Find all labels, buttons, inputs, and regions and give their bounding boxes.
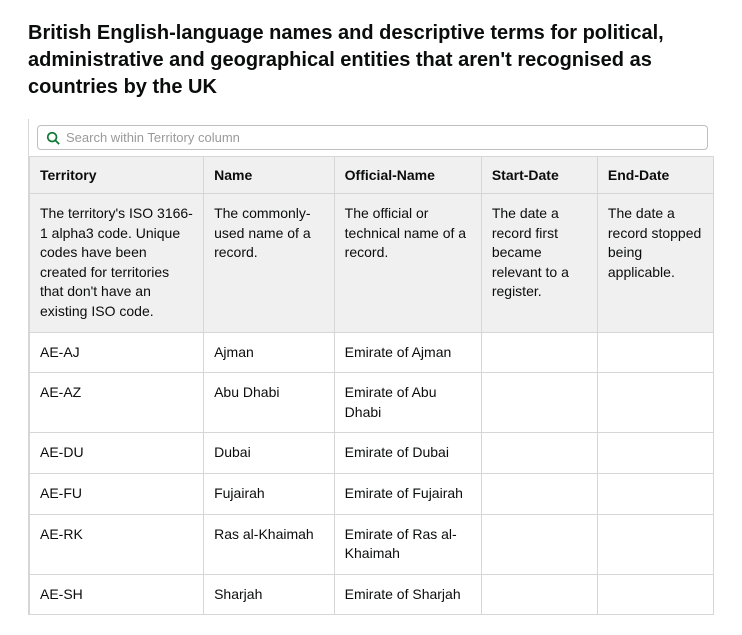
search-wrap [29, 119, 714, 156]
territories-table: Territory Name Official-Name Start-Date … [29, 156, 714, 615]
cell-territory: AE-DU [30, 433, 204, 474]
cell-name: Ajman [204, 332, 335, 373]
search-input[interactable] [66, 130, 699, 145]
col-header-name[interactable]: Name [204, 157, 335, 194]
cell-start [481, 332, 597, 373]
cell-official: Emirate of Fujairah [334, 473, 481, 514]
cell-official: Emirate of Dubai [334, 433, 481, 474]
col-header-official[interactable]: Official-Name [334, 157, 481, 194]
col-header-start[interactable]: Start-Date [481, 157, 597, 194]
search-box[interactable] [37, 125, 708, 150]
page-title: British English-language names and descr… [28, 20, 714, 101]
cell-official: Emirate of Ras al-Khaimah [334, 514, 481, 574]
table-header-row: Territory Name Official-Name Start-Date … [30, 157, 714, 194]
cell-start [481, 574, 597, 615]
cell-territory: AE-AJ [30, 332, 204, 373]
desc-territory: The territory's ISO 3166-1 alpha3 code. … [30, 194, 204, 333]
cell-name: Sharjah [204, 574, 335, 615]
cell-territory: AE-SH [30, 574, 204, 615]
cell-territory: AE-AZ [30, 373, 204, 433]
cell-start [481, 433, 597, 474]
table-row: AE-AZ Abu Dhabi Emirate of Abu Dhabi [30, 373, 714, 433]
desc-start: The date a record first became relevant … [481, 194, 597, 333]
table-row: AE-RK Ras al-Khaimah Emirate of Ras al-K… [30, 514, 714, 574]
cell-start [481, 473, 597, 514]
desc-official: The official or technical name of a reco… [334, 194, 481, 333]
cell-official: Emirate of Sharjah [334, 574, 481, 615]
cell-end [597, 514, 713, 574]
cell-official: Emirate of Ajman [334, 332, 481, 373]
cell-territory: AE-RK [30, 514, 204, 574]
table-container: Territory Name Official-Name Start-Date … [28, 119, 714, 615]
table-description-row: The territory's ISO 3166-1 alpha3 code. … [30, 194, 714, 333]
table-row: AE-DU Dubai Emirate of Dubai [30, 433, 714, 474]
table-row: AE-FU Fujairah Emirate of Fujairah [30, 473, 714, 514]
cell-name: Ras al-Khaimah [204, 514, 335, 574]
search-icon [46, 131, 60, 145]
table-row: AE-SH Sharjah Emirate of Sharjah [30, 574, 714, 615]
cell-end [597, 473, 713, 514]
cell-end [597, 332, 713, 373]
cell-name: Dubai [204, 433, 335, 474]
cell-end [597, 373, 713, 433]
cell-name: Fujairah [204, 473, 335, 514]
desc-name: The commonly-used name of a record. [204, 194, 335, 333]
col-header-territory[interactable]: Territory [30, 157, 204, 194]
cell-territory: AE-FU [30, 473, 204, 514]
cell-start [481, 514, 597, 574]
col-header-end[interactable]: End-Date [597, 157, 713, 194]
cell-end [597, 574, 713, 615]
cell-name: Abu Dhabi [204, 373, 335, 433]
desc-end: The date a record stopped being applicab… [597, 194, 713, 333]
cell-official: Emirate of Abu Dhabi [334, 373, 481, 433]
table-row: AE-AJ Ajman Emirate of Ajman [30, 332, 714, 373]
cell-start [481, 373, 597, 433]
cell-end [597, 433, 713, 474]
